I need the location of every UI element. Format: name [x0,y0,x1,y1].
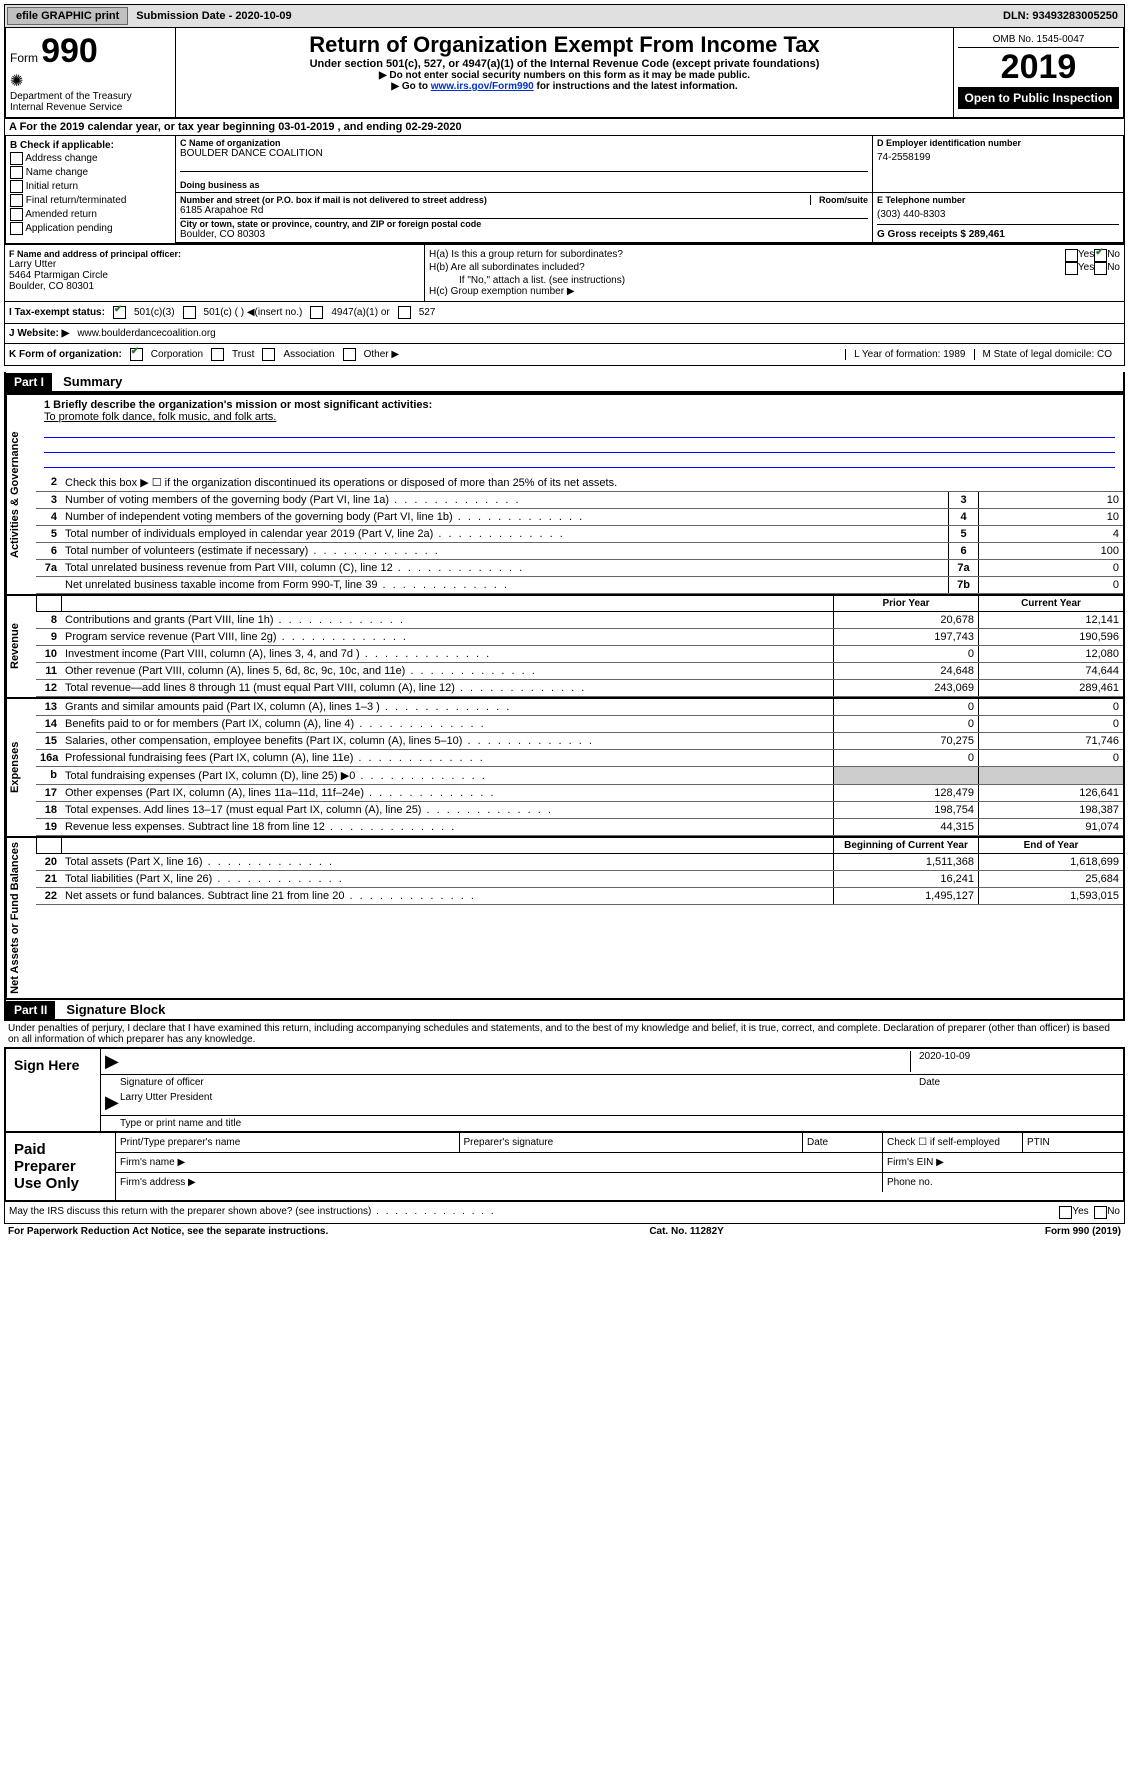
dln: DLN: 93493283005250 [1003,10,1124,22]
top-bar: efile GRAPHIC print Submission Date - 20… [4,4,1125,28]
section-a: A For the 2019 calendar year, or tax yea… [4,119,1125,136]
name-change-checkbox[interactable] [10,166,23,179]
fh-row: F Name and address of principal officer:… [4,245,1125,302]
org-name-cell: C Name of organization BOULDER DANCE COA… [176,136,873,193]
instr-2: ▶ Go to www.irs.gov/Form990 for instruct… [180,81,949,92]
state-domicile: M State of legal domicile: CO [974,349,1121,360]
info-block: B Check if applicable: Address change Na… [4,136,1125,245]
revenue-label: Revenue [6,596,36,697]
address-cell: Number and street (or P.O. box if mail i… [176,193,873,243]
omb-number: OMB No. 1545-0047 [958,32,1119,48]
summary-block: Activities & Governance 1 Briefly descri… [4,393,1125,1000]
netassets-label: Net Assets or Fund Balances [6,838,36,998]
501c3-checkbox[interactable] [113,306,126,319]
efile-button[interactable]: efile GRAPHIC print [7,7,128,25]
tax-exempt-row: I Tax-exempt status: 501(c)(3) 501(c) ( … [4,302,1125,324]
line-17: 17 Other expenses (Part IX, column (A), … [36,785,1123,802]
perjury-text: Under penalties of perjury, I declare th… [4,1021,1125,1047]
expenses-label: Expenses [6,699,36,836]
ha-yes-checkbox[interactable] [1065,249,1078,262]
instructions-link[interactable]: www.irs.gov/Form990 [431,81,534,92]
preparer-block: Paid Preparer Use Only Print/Type prepar… [4,1133,1125,1202]
line-15: 15 Salaries, other compensation, employe… [36,733,1123,750]
527-checkbox[interactable] [398,306,411,319]
hb-no-checkbox[interactable] [1094,262,1107,275]
line-21: 21 Total liabilities (Part X, line 26) 1… [36,871,1123,888]
form-header: Form 990 ✺ Department of the Treasury In… [4,28,1125,119]
501c-checkbox[interactable] [183,306,196,319]
line-20: 20 Total assets (Part X, line 16) 1,511,… [36,854,1123,871]
line-10: 10 Investment income (Part VIII, column … [36,646,1123,663]
tax-year: 2019 [958,48,1119,87]
sign-here-label: Sign Here [6,1049,101,1131]
line-19: 19 Revenue less expenses. Subtract line … [36,819,1123,836]
initial-return-checkbox[interactable] [10,180,23,193]
line-12: 12 Total revenue—add lines 8 through 11 … [36,680,1123,697]
governance-label: Activities & Governance [6,395,36,594]
website-value: www.boulderdancecoalition.org [77,328,215,339]
k-row: K Form of organization: Corporation Trus… [4,344,1125,366]
line-9: 9 Program service revenue (Part VIII, li… [36,629,1123,646]
sign-block: Sign Here ▶2020-10-09 Signature of offic… [4,1047,1125,1133]
discuss-row: May the IRS discuss this return with the… [4,1202,1125,1224]
line-22: 22 Net assets or fund balances. Subtract… [36,888,1123,905]
part-2-header: Part II Signature Block [4,1000,1125,1021]
section-b: B Check if applicable: Address change Na… [6,136,176,243]
officer-cell: F Name and address of principal officer:… [5,245,425,301]
trust-checkbox[interactable] [211,348,224,361]
submission-date: Submission Date - 2020-10-09 [130,8,297,24]
corporation-checkbox[interactable] [130,348,143,361]
hb-yes-checkbox[interactable] [1065,262,1078,275]
line-b: b Total fundraising expenses (Part IX, c… [36,767,1123,785]
ein-cell: D Employer identification number 74-2558… [873,136,1123,193]
form-label: Form [10,51,38,65]
line-11: 11 Other revenue (Part VIII, column (A),… [36,663,1123,680]
telephone-cell: E Telephone number (303) 440-8303 G Gros… [873,193,1123,243]
discuss-yes-checkbox[interactable] [1059,1206,1072,1219]
part-1-header: Part I Summary [4,372,1125,393]
form-number: 990 [41,32,98,70]
association-checkbox[interactable] [262,348,275,361]
open-public: Open to Public Inspection [958,87,1119,109]
mission-box: 1 Briefly describe the organization's mi… [36,395,1123,474]
discuss-no-checkbox[interactable] [1094,1206,1107,1219]
address-change-checkbox[interactable] [10,152,23,165]
form-subtitle: Under section 501(c), 527, or 4947(a)(1)… [180,58,949,70]
application-pending-checkbox[interactable] [10,222,23,235]
line-16a: 16a Professional fundraising fees (Part … [36,750,1123,767]
4947-checkbox[interactable] [310,306,323,319]
line-13: 13 Grants and similar amounts paid (Part… [36,699,1123,716]
amended-return-checkbox[interactable] [10,208,23,221]
website-row: J Website: ▶ www.boulderdancecoalition.o… [4,324,1125,344]
footer: For Paperwork Reduction Act Notice, see … [4,1224,1125,1239]
line-8: 8 Contributions and grants (Part VIII, l… [36,612,1123,629]
ha-no-checkbox[interactable] [1094,249,1107,262]
final-return-checkbox[interactable] [10,194,23,207]
dept-label: Department of the Treasury Internal Reve… [10,91,171,113]
form-title: Return of Organization Exempt From Incom… [180,32,949,58]
h-cell: H(a) Is this a group return for subordin… [425,245,1124,301]
other-checkbox[interactable] [343,348,356,361]
year-formation: L Year of formation: 1989 [845,349,973,360]
preparer-label: Paid Preparer Use Only [6,1133,116,1200]
line-14: 14 Benefits paid to or for members (Part… [36,716,1123,733]
line-18: 18 Total expenses. Add lines 13–17 (must… [36,802,1123,819]
instr-1: ▶ Do not enter social security numbers o… [180,70,949,81]
